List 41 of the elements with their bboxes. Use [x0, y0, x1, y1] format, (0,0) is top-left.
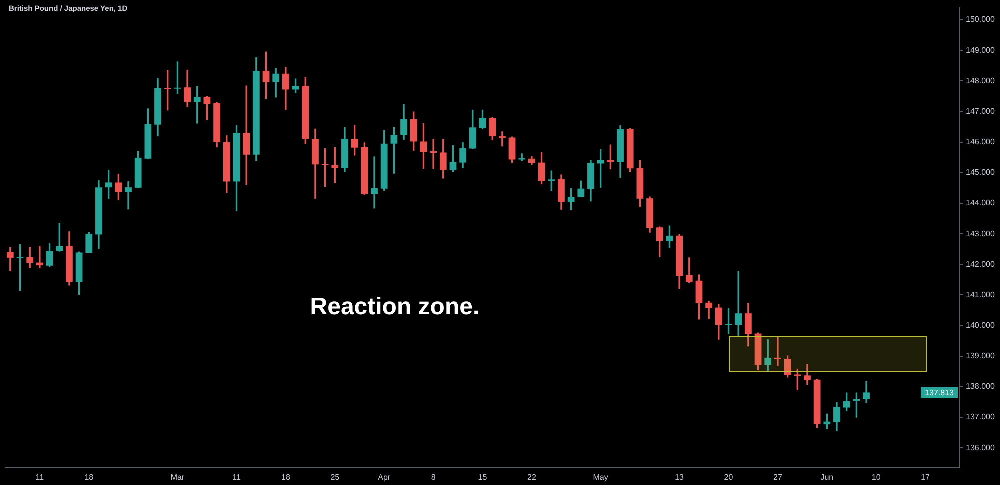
x-tick-label: 11 — [232, 473, 242, 482]
x-tick-label: 10 — [872, 473, 882, 482]
x-tick-label: 18 — [281, 473, 291, 482]
y-tick-label: 137.000 — [966, 412, 996, 422]
y-tick-label: 141.000 — [966, 290, 996, 300]
x-tick-label: Mar — [170, 473, 185, 482]
y-tick-label: 147.000 — [966, 106, 996, 116]
candlestick — [774, 337, 782, 366]
candlestick — [430, 139, 437, 169]
y-tick-label: 148.000 — [966, 76, 996, 86]
x-tick-label: 27 — [774, 473, 783, 482]
annotation: 137.813 — [925, 388, 955, 398]
x-tick-label: 22 — [528, 473, 537, 482]
y-tick-label: 143.000 — [966, 229, 996, 238]
x-tick-label: 20 — [724, 473, 734, 482]
y-tick-label: 140.000 — [966, 321, 996, 330]
x-tick-label: 17 — [921, 473, 931, 482]
annotation: Reaction zone. — [310, 293, 480, 320]
x-tick-label: 8 — [431, 473, 436, 482]
x-tick-label: 11 — [36, 473, 45, 482]
x-tick-label: Jun — [820, 473, 834, 482]
candlestick — [6, 248, 14, 272]
y-tick-label: 149.000 — [966, 46, 996, 55]
x-tick-label: 25 — [330, 473, 340, 482]
y-tick-label: 146.000 — [966, 138, 996, 147]
y-tick-label: 142.000 — [966, 260, 996, 269]
candlestick — [498, 132, 506, 147]
x-tick-label: 15 — [478, 473, 488, 482]
y-tick-label: 139.000 — [966, 352, 996, 361]
y-tick-label: 138.000 — [966, 382, 996, 392]
x-tick-label: May — [593, 473, 608, 482]
y-tick-label: 136.000 — [966, 443, 996, 452]
x-tick-label: 18 — [84, 473, 94, 482]
candlestick — [36, 246, 44, 268]
y-tick-label: 144.000 — [966, 198, 996, 208]
y-tick-label: 150.000 — [966, 15, 996, 24]
x-tick-label: Apr — [378, 473, 391, 482]
x-tick-label: 13 — [675, 473, 685, 482]
candlestick — [371, 156, 378, 209]
candlestick — [125, 181, 132, 210]
y-tick-label: 145.000 — [966, 168, 996, 178]
